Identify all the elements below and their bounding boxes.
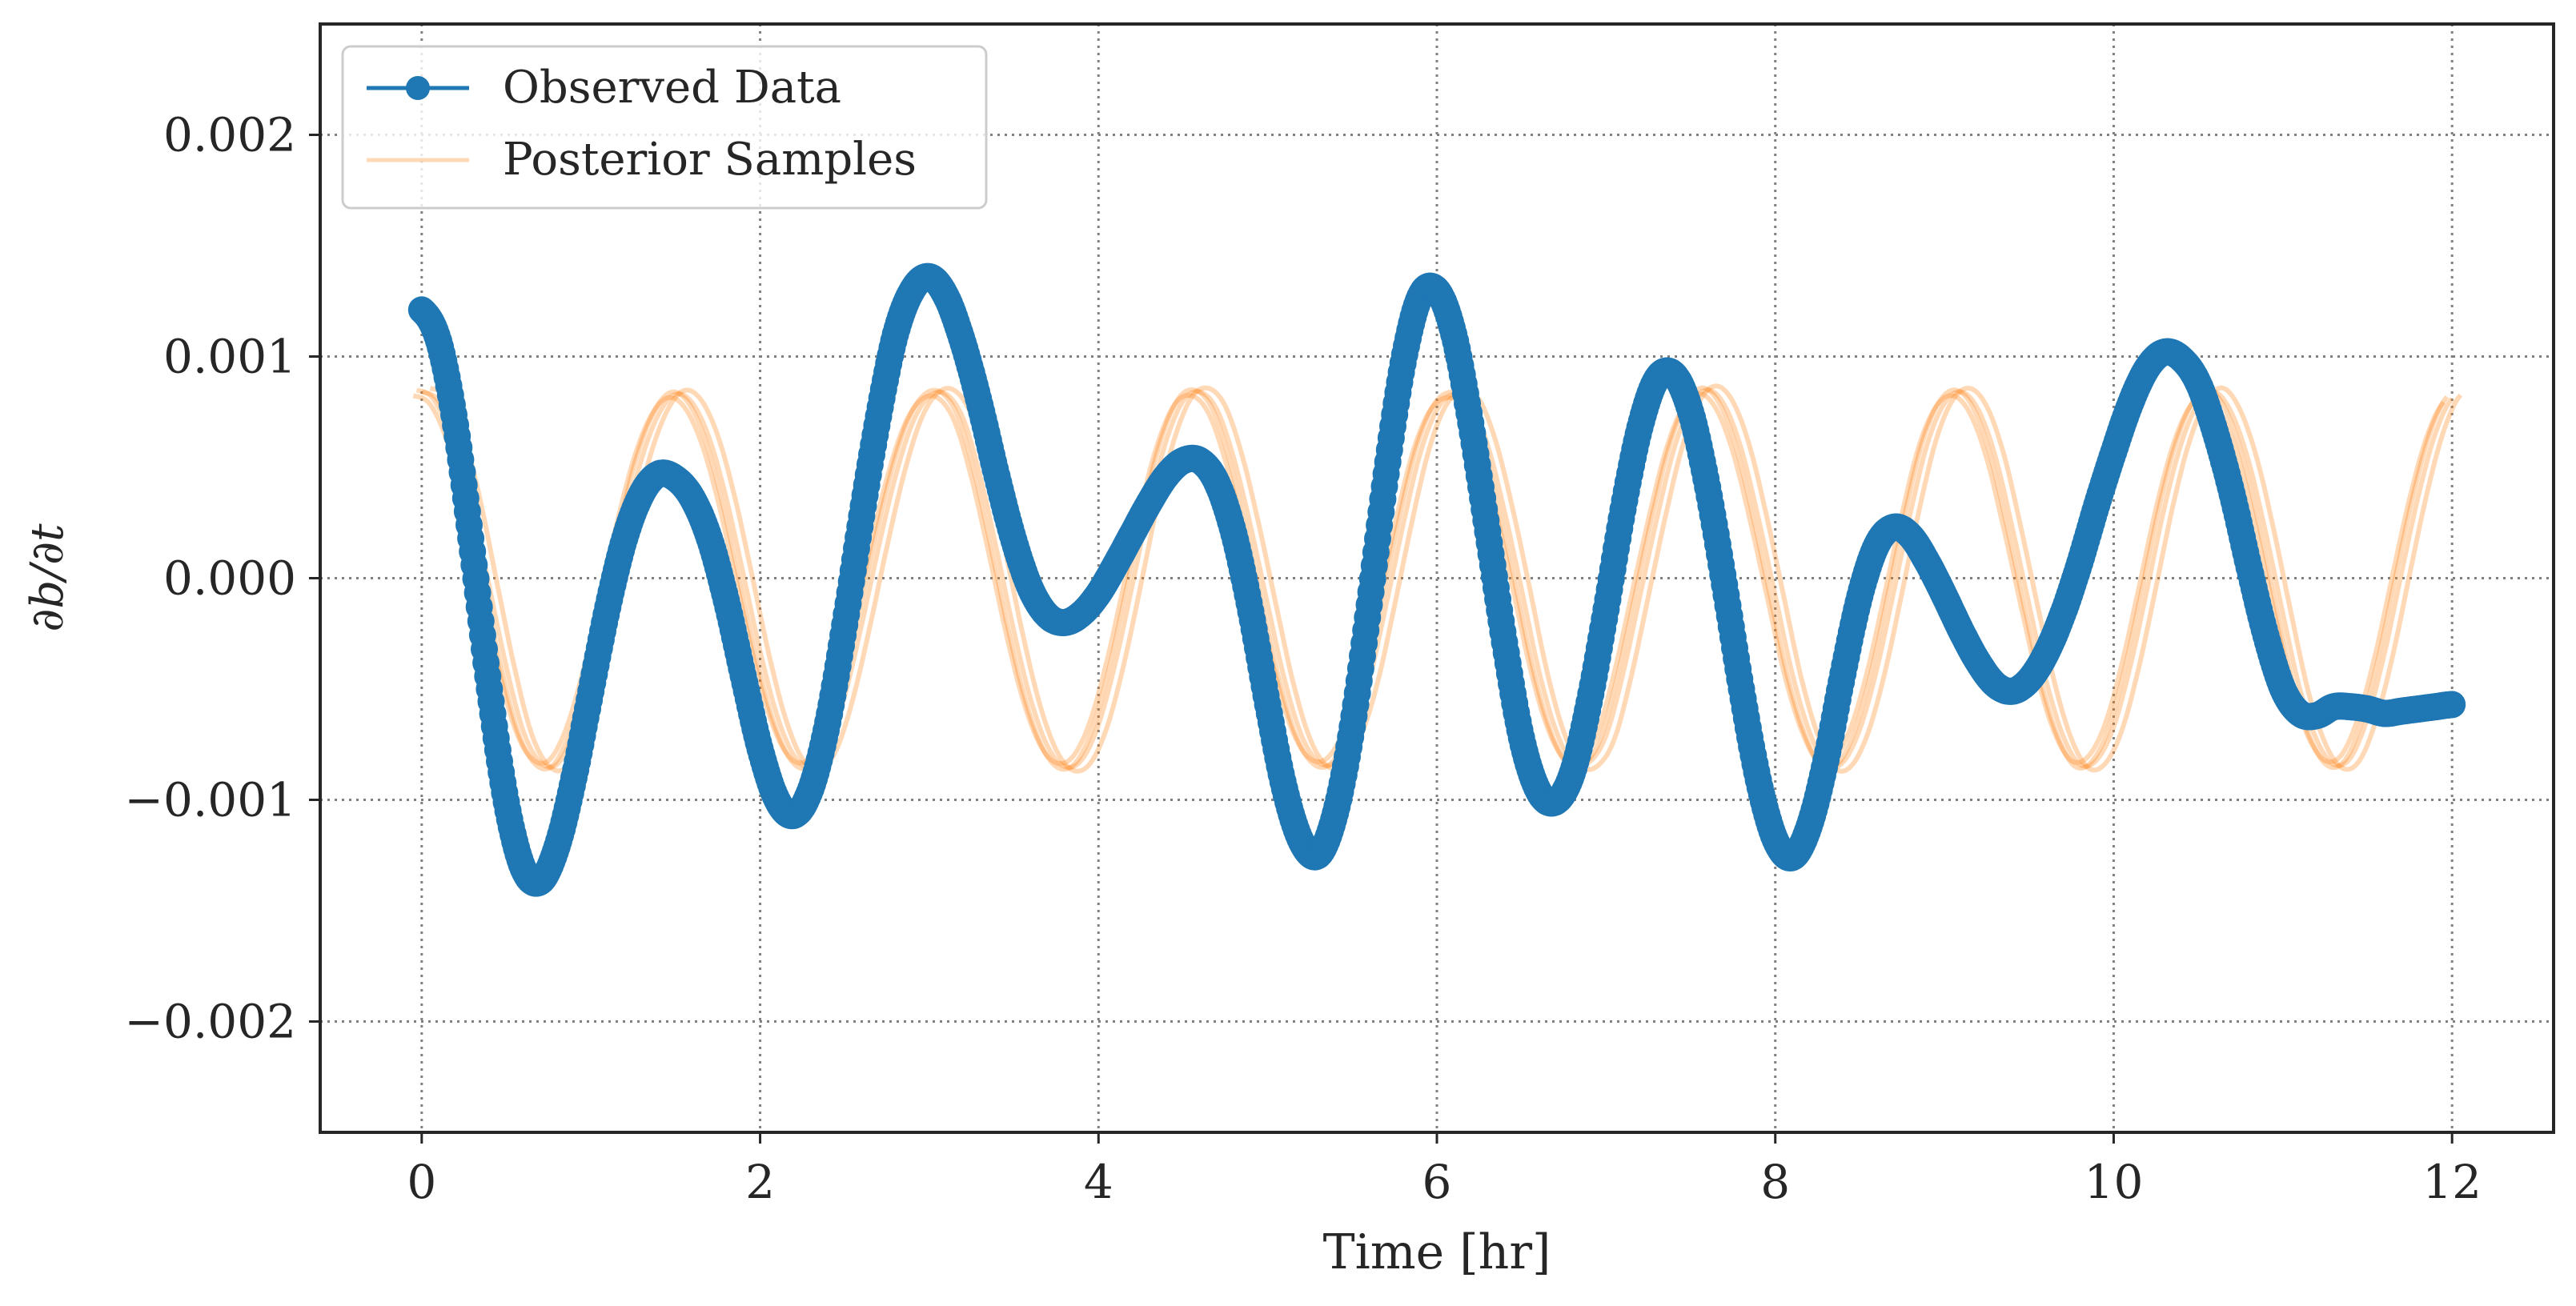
observed-data-point [2438,691,2466,719]
y-tick-label: −0.002 [124,995,296,1049]
legend-posterior-label: Posterior Samples [503,134,917,186]
legend-observed-marker [406,76,430,100]
legend: Observed Data Posterior Samples [341,45,988,210]
x-tick-label: 12 [2422,1155,2482,1209]
posterior-sample-line [412,391,2446,767]
x-tick-label: 2 [745,1155,775,1209]
x-tick-label: 4 [1084,1155,1113,1209]
x-tick-label: 6 [1422,1155,1452,1209]
posterior-sample-line [415,385,2450,772]
x-axis-label: Time [hr] [1323,1224,1551,1280]
x-tick-label: 8 [1760,1155,1790,1209]
y-tick-label: 0.000 [163,551,296,606]
grid [320,24,2554,1132]
y-tick-label: 0.002 [163,108,296,162]
posterior-sample-line [421,387,2454,771]
y-axis: −0.002 −0.001 0.000 0.001 0.002 [124,108,320,1049]
x-axis: 0 2 4 6 8 10 12 [407,1132,2482,1209]
legend-box [341,45,988,210]
posterior-sample-line [429,383,2463,774]
y-tick-label: 0.001 [163,330,296,384]
observed-data-series [407,262,2466,897]
legend-observed-label: Observed Data [503,62,841,114]
x-tick-label: 10 [2084,1155,2144,1209]
posterior-samples-series [412,383,2463,774]
y-tick-label: −0.001 [124,773,296,827]
y-axis-label: ∂b/∂t [22,523,74,632]
x-tick-label: 0 [407,1155,436,1209]
